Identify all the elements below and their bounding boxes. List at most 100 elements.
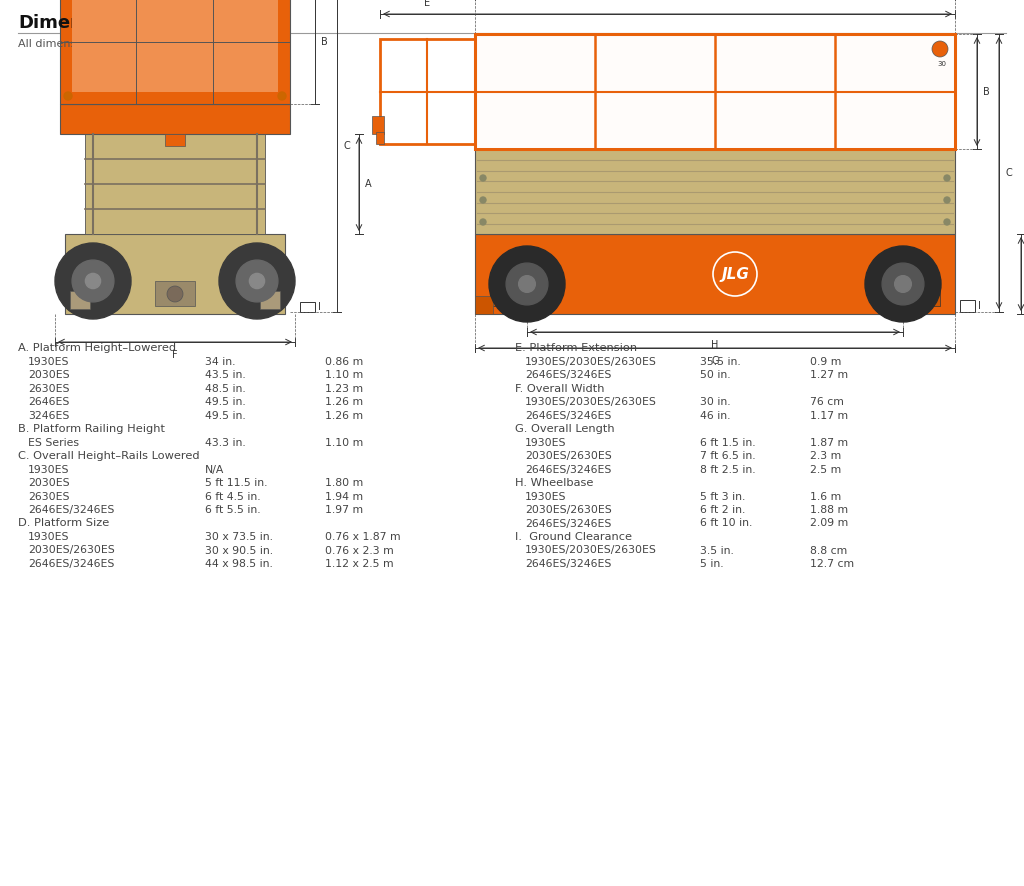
Text: 2646ES/3246ES: 2646ES/3246ES [525, 559, 611, 569]
Circle shape [480, 219, 486, 225]
Circle shape [932, 41, 948, 57]
Text: E. Platform Extension: E. Platform Extension [515, 343, 637, 353]
Bar [300, 302, 315, 312]
Text: 2646ES/3246ES: 2646ES/3246ES [525, 518, 611, 529]
Text: 1930ES/2030ES/2630ES: 1930ES/2030ES/2630ES [525, 397, 656, 407]
Bar [70, 291, 90, 309]
Circle shape [278, 92, 286, 100]
Text: 2030ES: 2030ES [28, 370, 70, 380]
Text: 0.9 m: 0.9 m [810, 356, 842, 367]
Bar [910, 278, 940, 306]
Text: 6 ft 1.5 in.: 6 ft 1.5 in. [700, 438, 756, 447]
Bar [376, 132, 384, 144]
Text: 6 ft 10 in.: 6 ft 10 in. [700, 518, 753, 529]
Text: H. Wheelbase: H. Wheelbase [515, 478, 593, 488]
Text: 76 cm: 76 cm [810, 397, 844, 407]
Text: All dimensions are approximate.: All dimensions are approximate. [18, 39, 198, 49]
Text: I.  Ground Clearance: I. Ground Clearance [515, 532, 632, 542]
Circle shape [944, 219, 950, 225]
Text: 2646ES/3246ES: 2646ES/3246ES [28, 505, 115, 515]
Text: 0.76 x 2.3 m: 0.76 x 2.3 m [325, 546, 394, 556]
Circle shape [219, 243, 295, 319]
Text: 5 ft 3 in.: 5 ft 3 in. [700, 492, 745, 501]
Text: 1.12 x 2.5 m: 1.12 x 2.5 m [325, 559, 393, 569]
Bar [85, 134, 265, 234]
Text: 0.76 x 1.87 m: 0.76 x 1.87 m [325, 532, 400, 542]
Text: C. Overall Height–Rails Lowered: C. Overall Height–Rails Lowered [18, 451, 200, 461]
Circle shape [895, 276, 911, 292]
Text: 1930ES: 1930ES [28, 464, 70, 475]
Bar [475, 234, 955, 314]
Text: 1930ES/2030ES/2630ES: 1930ES/2030ES/2630ES [525, 356, 656, 367]
Text: 2646ES/3246ES: 2646ES/3246ES [525, 370, 611, 380]
Text: 2.5 m: 2.5 m [810, 464, 842, 475]
Text: 8.8 cm: 8.8 cm [810, 546, 847, 556]
Circle shape [944, 197, 950, 203]
Text: 1.27 m: 1.27 m [810, 370, 848, 380]
Text: 2646ES/3246ES: 2646ES/3246ES [28, 559, 115, 569]
Text: 2630ES: 2630ES [28, 492, 70, 501]
Text: 1930ES: 1930ES [525, 492, 566, 501]
Text: 48.5 in.: 48.5 in. [205, 384, 246, 393]
Text: 2630ES: 2630ES [28, 384, 70, 393]
Text: 1930ES: 1930ES [525, 438, 566, 447]
Circle shape [63, 92, 72, 100]
Text: 6 ft 2 in.: 6 ft 2 in. [700, 505, 745, 515]
Text: 2030ES/2630ES: 2030ES/2630ES [525, 451, 611, 461]
Bar [475, 149, 955, 234]
Bar [380, 39, 475, 144]
Text: 44 x 98.5 in.: 44 x 98.5 in. [205, 559, 272, 569]
Text: N/A: N/A [205, 464, 224, 475]
Circle shape [506, 263, 548, 305]
Text: 1.6 m: 1.6 m [810, 492, 842, 501]
Text: 49.5 in.: 49.5 in. [205, 410, 246, 421]
Text: F: F [172, 350, 178, 360]
Text: 30: 30 [937, 61, 946, 67]
Text: 0.86 m: 0.86 m [325, 356, 364, 367]
Text: 8 ft 2.5 in.: 8 ft 2.5 in. [700, 464, 756, 475]
Text: 1.87 m: 1.87 m [810, 438, 848, 447]
Bar [475, 296, 493, 314]
Text: D. Platform Size: D. Platform Size [18, 518, 110, 529]
Text: Dimensions: Dimensions [18, 14, 135, 32]
Text: G. Overall Length: G. Overall Length [515, 424, 614, 434]
Text: 6 ft 5.5 in.: 6 ft 5.5 in. [205, 505, 261, 515]
Text: 3246ES: 3246ES [28, 410, 70, 421]
Text: 6 ft 4.5 in.: 6 ft 4.5 in. [205, 492, 261, 501]
Circle shape [480, 175, 486, 181]
Text: E: E [424, 0, 430, 8]
Text: ES Series: ES Series [28, 438, 79, 447]
Circle shape [489, 246, 565, 322]
Text: I: I [978, 301, 981, 311]
Text: F. Overall Width: F. Overall Width [515, 384, 604, 393]
Text: 2646ES/3246ES: 2646ES/3246ES [525, 464, 611, 475]
Bar [65, 234, 285, 314]
Text: 1.23 m: 1.23 m [325, 384, 364, 393]
Circle shape [944, 175, 950, 181]
Text: 46 in.: 46 in. [700, 410, 730, 421]
Text: 2.3 m: 2.3 m [810, 451, 842, 461]
Text: 34 in.: 34 in. [205, 356, 236, 367]
Text: 2646ES/3246ES: 2646ES/3246ES [525, 410, 611, 421]
Text: 1930ES: 1930ES [28, 356, 70, 367]
Circle shape [250, 274, 264, 289]
Text: A: A [365, 179, 372, 189]
Text: H: H [712, 340, 719, 350]
Text: 1930ES: 1930ES [28, 532, 70, 542]
Bar [60, 104, 290, 134]
Text: 30 x 90.5 in.: 30 x 90.5 in. [205, 546, 273, 556]
Text: 1.97 m: 1.97 m [325, 505, 364, 515]
Bar [60, 0, 290, 104]
Text: 43.3 in.: 43.3 in. [205, 438, 246, 447]
Text: I: I [318, 302, 321, 312]
Bar [165, 134, 185, 146]
Text: 30 x 73.5 in.: 30 x 73.5 in. [205, 532, 273, 542]
Text: 1.10 m: 1.10 m [325, 438, 364, 447]
Bar [490, 278, 520, 306]
Text: 1.10 m: 1.10 m [325, 370, 364, 380]
Text: 49.5 in.: 49.5 in. [205, 397, 246, 407]
Bar [155, 281, 195, 306]
Circle shape [85, 274, 100, 289]
Bar [372, 116, 384, 134]
Text: 1.26 m: 1.26 m [325, 410, 364, 421]
